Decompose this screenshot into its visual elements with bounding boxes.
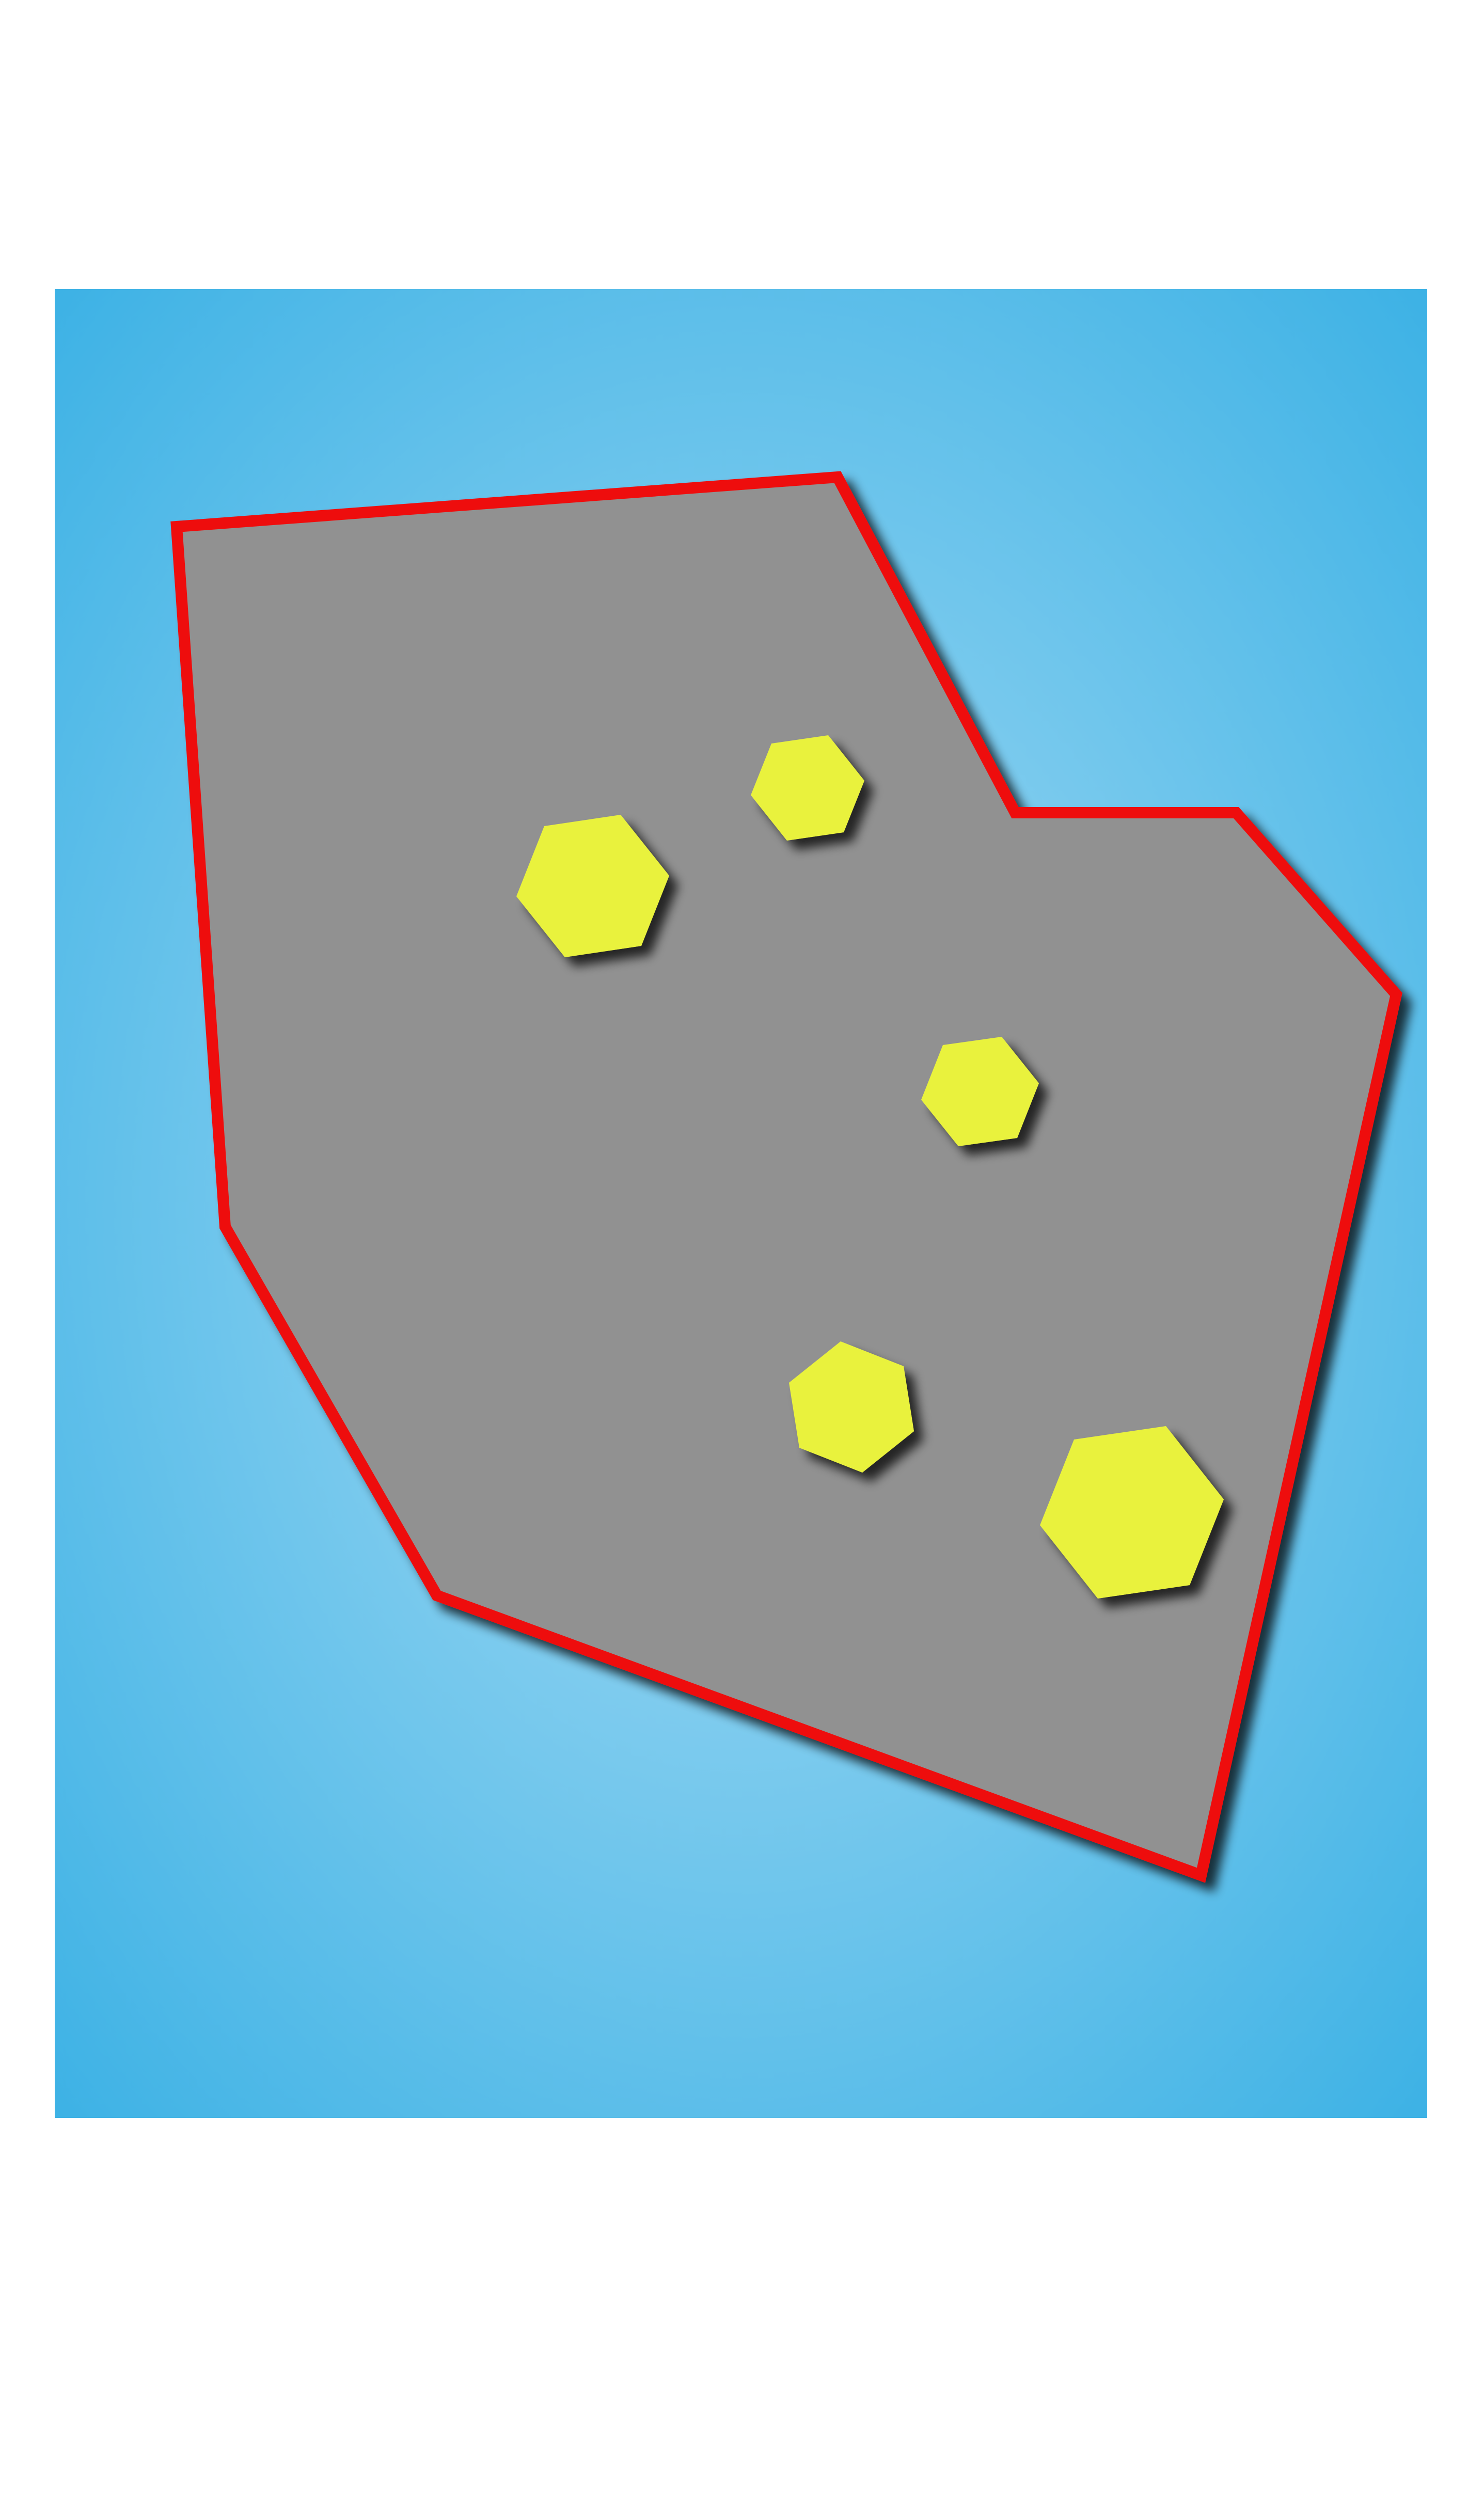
game-board <box>55 289 1427 2118</box>
board-canvas <box>55 289 1427 2118</box>
hexagon-piece[interactable] <box>516 815 669 957</box>
hexagon-piece[interactable] <box>1040 1426 1224 1599</box>
hexagon-piece[interactable] <box>921 1037 1039 1146</box>
hexagon-piece[interactable] <box>789 1341 914 1473</box>
hexagon-piece[interactable] <box>751 735 864 841</box>
